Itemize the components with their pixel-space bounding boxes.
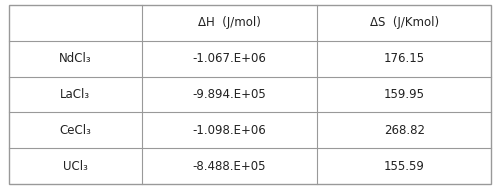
Text: 159.95: 159.95	[384, 88, 425, 101]
Text: ΔS  (J/Kmol): ΔS (J/Kmol)	[370, 16, 439, 29]
Text: UCl₃: UCl₃	[63, 160, 87, 173]
Text: -8.488.E+05: -8.488.E+05	[193, 160, 266, 173]
Text: -1.067.E+06: -1.067.E+06	[192, 52, 266, 65]
Text: -1.098.E+06: -1.098.E+06	[193, 124, 266, 137]
Text: CeCl₃: CeCl₃	[59, 124, 91, 137]
Text: 176.15: 176.15	[384, 52, 425, 65]
Text: LaCl₃: LaCl₃	[60, 88, 90, 101]
Text: 155.59: 155.59	[384, 160, 425, 173]
Text: 268.82: 268.82	[384, 124, 425, 137]
Text: NdCl₃: NdCl₃	[59, 52, 91, 65]
Text: ΔH  (J/mol): ΔH (J/mol)	[198, 16, 261, 29]
Text: -9.894.E+05: -9.894.E+05	[193, 88, 266, 101]
